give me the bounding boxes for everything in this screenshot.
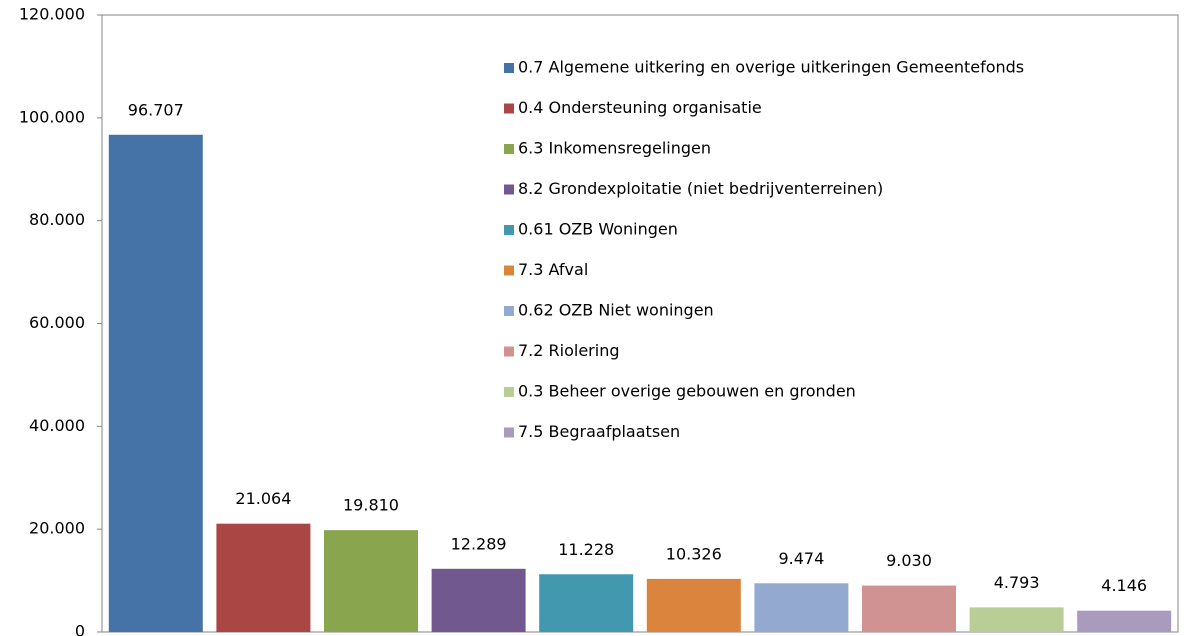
y-tick-label: 40.000 — [29, 416, 85, 435]
legend-label: 7.5 Begraafplaatsen — [518, 422, 680, 441]
bar — [862, 585, 956, 632]
y-tick-label: 120.000 — [19, 5, 85, 24]
legend-swatch — [504, 387, 514, 397]
legend-label: 0.4 Ondersteuning organisatie — [518, 98, 762, 117]
legend-label: 8.2 Grondexploitatie (niet bedrijventerr… — [518, 179, 883, 198]
bar — [324, 530, 418, 632]
legend-swatch — [504, 103, 514, 114]
legend-label: 0.7 Algemene uitkering en overige uitker… — [518, 58, 1024, 77]
legend-label: 6.3 Inkomensregelingen — [518, 139, 711, 158]
legend-swatch — [504, 63, 514, 73]
data-label: 4.793 — [994, 573, 1040, 592]
bar — [754, 583, 849, 632]
legend-swatch — [504, 184, 514, 195]
data-label: 12.289 — [451, 534, 507, 553]
y-tick-label: 0 — [75, 622, 85, 636]
data-label: 19.810 — [343, 496, 399, 515]
legend-swatch — [504, 265, 514, 276]
y-tick-label: 80.000 — [29, 210, 85, 229]
legend-swatch — [504, 306, 514, 316]
bar — [539, 574, 634, 632]
bar — [216, 523, 311, 632]
legend-swatch — [504, 346, 514, 357]
data-label: 9.030 — [886, 551, 932, 570]
bar — [1077, 610, 1172, 632]
y-tick-label: 100.000 — [19, 107, 85, 126]
legend-label: 0.61 OZB Woningen — [518, 220, 678, 239]
bar — [646, 578, 741, 632]
bar — [969, 607, 1064, 632]
legend-label: 0.3 Beheer overige gebouwen en gronden — [518, 382, 856, 401]
legend-swatch — [504, 144, 514, 154]
legend-swatch — [504, 225, 514, 235]
legend-swatch — [504, 427, 514, 438]
y-tick-label: 60.000 — [29, 313, 85, 332]
legend-label: 7.2 Riolering — [518, 341, 620, 360]
legend-label: 0.62 OZB Niet woningen — [518, 301, 714, 320]
data-label: 4.146 — [1101, 576, 1147, 595]
data-label: 11.228 — [558, 540, 614, 559]
data-label: 10.326 — [666, 544, 722, 563]
data-label: 21.064 — [235, 489, 291, 508]
bar — [108, 134, 203, 633]
legend-label: 7.3 Afval — [518, 260, 588, 279]
y-tick-label: 20.000 — [29, 519, 85, 538]
bar — [431, 568, 526, 632]
data-label: 9.474 — [778, 549, 824, 568]
data-label: 96.707 — [128, 100, 184, 119]
